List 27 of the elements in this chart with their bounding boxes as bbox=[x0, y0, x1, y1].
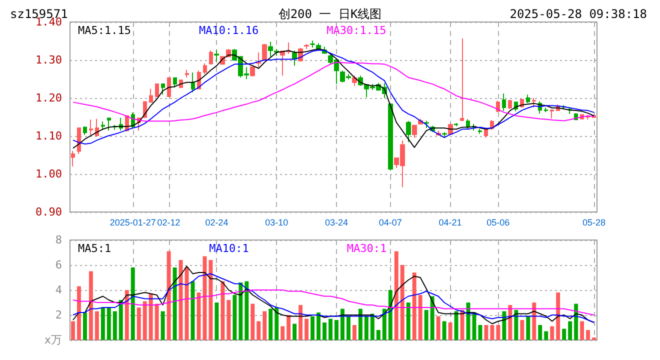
y-tick-label: 1.20 bbox=[36, 92, 62, 104]
x-tick-label: 05-28 bbox=[582, 218, 606, 228]
y-tick-label: 8 bbox=[55, 234, 62, 246]
chart-title: 创200 一 日K线图 bbox=[278, 7, 382, 21]
text: 2025-05-28 09:38:18 bbox=[510, 7, 648, 21]
text: MA5:1.15 bbox=[78, 24, 131, 37]
y-tick-label: 2 bbox=[55, 308, 62, 322]
series-label: MA10:1 bbox=[209, 242, 249, 255]
x-tick-label: 2025-01-27 bbox=[110, 218, 156, 228]
x-tick-label: 03-10 bbox=[265, 218, 288, 228]
y-tick-label: x万 bbox=[44, 334, 62, 346]
y-tick-label: 0.90 bbox=[36, 206, 62, 218]
y-tick-label: 1.10 bbox=[36, 130, 62, 142]
x-tick-label: 03-24 bbox=[324, 218, 348, 228]
x-tick-label: 02-12 bbox=[157, 218, 180, 228]
y-tick-label: 1.30 bbox=[36, 54, 62, 66]
text: MA10:1.16 bbox=[198, 24, 259, 37]
x-tick-label: 02-24 bbox=[205, 218, 228, 228]
y-tick-label: 4 bbox=[55, 284, 62, 296]
x-tick-label: 04-07 bbox=[378, 218, 402, 228]
text: MA30:1.15 bbox=[326, 24, 386, 37]
text: MA30:1 bbox=[346, 242, 387, 255]
x-tick-label: 04-21 bbox=[438, 218, 462, 228]
y-tick-label: 6 bbox=[55, 258, 62, 272]
y-tick-label: 1.00 bbox=[36, 168, 62, 180]
x-tick-label: 05-06 bbox=[486, 218, 510, 228]
text: MA5:1 bbox=[78, 242, 112, 255]
